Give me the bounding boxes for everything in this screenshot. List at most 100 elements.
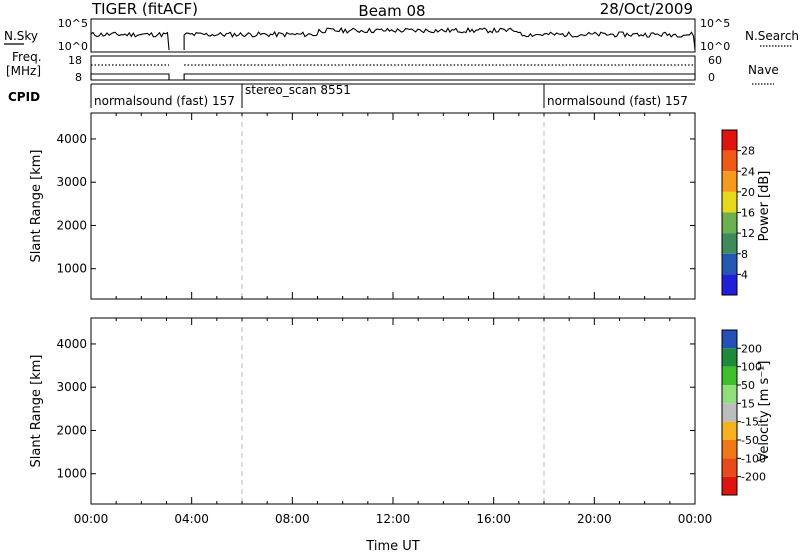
time-xtick-label: 04:00: [174, 512, 209, 526]
velocity-echo-region-5: [216, 413, 293, 435]
velocity-ytick-label: 1000: [56, 467, 87, 481]
colorbar-swatch: [722, 385, 737, 404]
time-xtick-label: 00:00: [74, 512, 109, 526]
power-colorbar-label: Power [dB]: [757, 171, 772, 242]
plot-title: TIGER (fitACF): [91, 0, 198, 18]
time-xtick-label: 00:00: [678, 512, 713, 526]
nsky-line: [90, 31, 170, 51]
power-echo-region-1: [184, 238, 494, 274]
colorbar-tick-label: 20: [741, 186, 755, 199]
velocity-ytick-label: 4000: [56, 337, 87, 351]
nsky-line: [183, 26, 696, 51]
nsearch-label: N.Search: [745, 29, 799, 43]
colorbar-tick-label: 28: [741, 145, 755, 158]
freq-label-2: [MHz]: [6, 64, 41, 78]
colorbar-swatch: [722, 130, 737, 151]
velocity-echo-region-7: [581, 395, 620, 414]
beam-label: Beam 08: [358, 2, 425, 20]
time-xtick-label: 20:00: [577, 512, 612, 526]
colorbar-tick-label: 12: [741, 227, 755, 240]
power-panel: 1000 2000 3000 4000 Slant Range [km]: [29, 112, 696, 300]
power-echo-region-0: [91, 221, 170, 274]
freq-line: [183, 73, 696, 80]
colorbar-tick-label: 15: [741, 397, 755, 410]
colorbar-tick-label: 8: [741, 248, 748, 261]
colorbar-tick-label: 200: [741, 342, 762, 355]
data-gap: [170, 318, 185, 504]
freq-tick-high: 18: [68, 54, 82, 67]
cpid-segment-label: stereo_scan 8551: [245, 83, 351, 97]
colorbar-tick-label: -15: [741, 416, 759, 429]
power-ytick-label: 2000: [56, 218, 87, 232]
freq-line: [90, 73, 170, 80]
data-gap: [170, 113, 185, 299]
velocity-panel: 1000 2000 3000 4000 00:00 04:00 08:00 12:00 16:0…: [29, 317, 713, 554]
colorbar-swatch: [722, 150, 737, 172]
velocity-echo-region-3: [405, 456, 456, 474]
colorbar-tick-label: 50: [741, 379, 755, 392]
colorbar-tick-label: -200: [741, 471, 766, 484]
colorbar-tick-label: 24: [741, 165, 755, 178]
cpid-segment-label: normalsound (fast) 157: [547, 94, 688, 108]
power-echo-region-2: [304, 268, 406, 287]
freq-strip-frame: [90, 55, 696, 81]
freq-tick-low: 8: [75, 71, 82, 84]
nsearch-tick-high: 10^5: [700, 17, 730, 30]
colorbar-tick-label: 16: [741, 207, 755, 220]
nsky-tick-low: 10^0: [58, 40, 88, 53]
colorbar-swatch: [722, 274, 737, 295]
colorbar-swatch: [722, 330, 737, 349]
colorbar-swatch: [722, 421, 737, 440]
colorbar-swatch: [722, 348, 737, 367]
colorbar-swatch: [722, 403, 737, 422]
colorbar-tick-label: -100: [741, 452, 766, 465]
velocity-echo-region-2: [267, 473, 393, 492]
time-xtick-label: 12:00: [376, 512, 411, 526]
nsky-strip-frame: [90, 18, 696, 53]
power-echo-region-3: [242, 190, 507, 235]
cpid-label: CPID: [8, 90, 40, 104]
date-label: 28/Oct/2009: [600, 0, 693, 18]
nsearch-tick-low: 10^0: [700, 40, 730, 53]
cpid-segment-label: normalsound (fast) 157: [94, 94, 235, 108]
power-ytick-label: 1000: [56, 262, 87, 276]
time-xtick-label: 08:00: [275, 512, 310, 526]
velocity-colorbar: 200 100 50 15 -15 -50 -100 -200: [721, 329, 766, 496]
nsky-trace: [90, 26, 696, 51]
nave-label: Nave: [748, 63, 779, 77]
freq-trace: [90, 64, 696, 80]
power-ytick-label: 4000: [56, 132, 87, 146]
colorbar-swatch: [722, 233, 737, 254]
power-ytick-label: 3000: [56, 175, 87, 189]
nsky-tick-high: 10^5: [58, 17, 88, 30]
colorbar-tick-label: 100: [741, 361, 762, 374]
time-xtick-label: 16:00: [476, 512, 511, 526]
power-echo-region-6: [581, 234, 695, 265]
velocity-echo-region-4: [355, 421, 406, 440]
velocity-colorbar-label: Velocity [m s⁻¹]: [757, 361, 772, 462]
velocity-ylabel: Slant Range [km]: [29, 355, 44, 468]
power-echo-region-4: [481, 173, 557, 217]
freq-label-1: Freq.: [12, 50, 42, 64]
velocity-echo-region-8: [569, 417, 695, 461]
velocity-ytick-label: 3000: [56, 380, 87, 394]
colorbar-swatch: [722, 476, 737, 495]
velocity-echo-region-0: [91, 434, 170, 483]
colorbar-tick-label: 4: [741, 268, 748, 281]
velocity-ytick-label: 2000: [56, 423, 87, 437]
colorbar-swatch: [722, 212, 737, 234]
colorbar-swatch: [722, 253, 737, 275]
colorbar-tick-label: -50: [741, 434, 759, 447]
nave-tick-low: 0: [708, 71, 715, 84]
colorbar-swatch: [722, 366, 737, 385]
colorbar-swatch: [722, 440, 737, 459]
velocity-echo-region-6: [443, 439, 494, 457]
power-colorbar: 4 8 12 16 20 24 28: [721, 129, 755, 296]
colorbar-swatch: [722, 191, 737, 213]
cpid-segments: normalsound (fast) 157 stereo_scan 8551 no…: [90, 83, 688, 108]
power-ylabel: Slant Range [km]: [29, 150, 44, 263]
colorbar-swatch: [722, 171, 737, 192]
time-xlabel: Time UT: [365, 539, 419, 554]
nave-tick-high: 60: [708, 54, 722, 67]
